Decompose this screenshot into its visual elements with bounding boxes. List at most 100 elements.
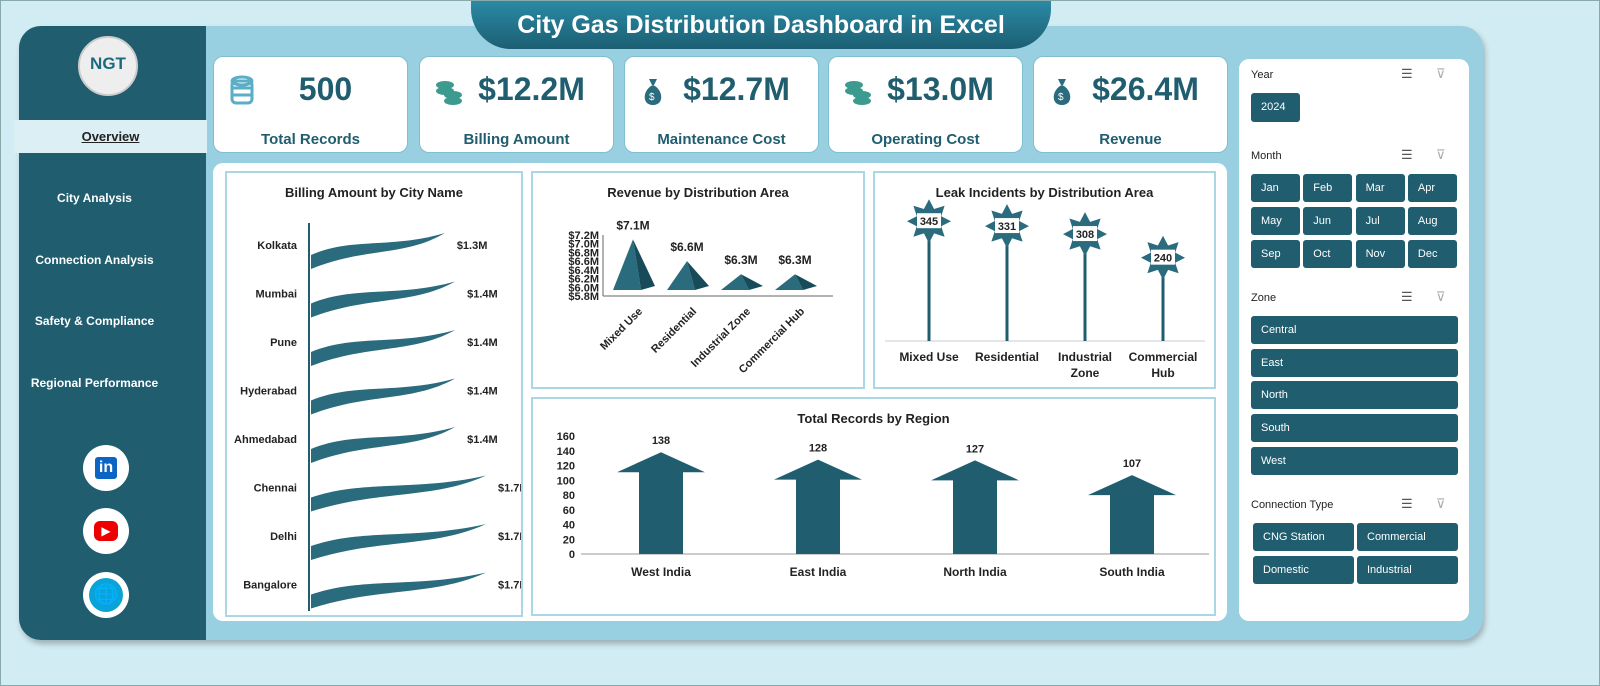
svg-text:$: $ [649,92,655,103]
category-label: Kolkata [257,240,298,252]
clear-filter-icon[interactable]: ⊽ [1436,147,1446,162]
clear-filter-icon[interactable]: ⊽ [1436,66,1446,81]
slicer-item-zone[interactable]: North [1251,381,1458,410]
data-label-bg [1151,249,1175,265]
kpi-label: Operating Cost [871,131,980,148]
youtube-button[interactable]: ▶ [83,508,129,554]
slicer-title-connection: Connection Type [1251,499,1334,511]
nav-city-analysis[interactable]: City Analysis [57,191,132,205]
multi-select-icon[interactable]: ☰ [1401,147,1413,162]
category-label: Hyderabad [240,386,297,398]
chart-revenue-by-area: Revenue by Distribution Area $5.8M $6.0M $… [531,171,865,389]
coins-icon [435,75,462,107]
pyramid [613,239,641,290]
money-bag-icon: $ [1049,75,1075,107]
y-tick-label: 20 [563,534,575,546]
category-label: South India [1099,565,1165,579]
data-label: $1.4M [467,289,498,301]
y-tick-label: 40 [563,520,575,532]
slicer-item-month[interactable]: Dec [1407,240,1457,268]
slicer-item-month[interactable]: May [1251,207,1300,235]
chart-title: Leak Incidents by Distribution Area [935,185,1154,200]
slicer-item-month[interactable]: Jun [1303,207,1353,235]
multi-select-icon[interactable]: ☰ [1401,496,1413,511]
nav-safety-compliance[interactable]: Safety & Compliance [34,314,155,328]
kpi-label: Revenue [1099,131,1162,148]
y-tick-label: $6.0M [568,282,599,294]
clear-filter-icon[interactable]: ⊽ [1436,289,1446,304]
y-tick-label: $7.2M [568,230,599,242]
slicer-item-zone[interactable]: South [1251,414,1458,443]
y-tick-label: 80 [563,490,575,502]
chart-title: Billing Amount by City Name [285,185,463,200]
slicer-item-month[interactable]: Jul [1355,207,1405,235]
arrow-bar [1088,475,1176,554]
data-label: 345 [920,216,938,228]
slicer-item-month[interactable]: Aug [1407,207,1457,235]
database-icon [229,75,255,107]
slicer-item-zone[interactable]: West [1251,446,1458,475]
globe-icon: 🌐 [89,578,123,612]
data-label: $1.4M [467,434,498,446]
pyramid-side [741,274,763,290]
arrow-bar [931,460,1019,554]
kpi-card-operating-cost: $13.0M Operating Cost [828,56,1023,153]
kpi-label: Maintenance Cost [657,131,786,148]
slicer-item-zone[interactable]: East [1251,348,1458,377]
data-label: 331 [998,221,1016,233]
chart-leak-incidents: Leak Incidents by Distribution Area 345 M… [873,171,1216,389]
category-label: East India [790,565,847,579]
slicer-item-month[interactable]: Jan [1251,174,1300,202]
y-tick-label: $6.8M [568,247,599,259]
data-label: $1.4M [467,386,498,398]
logo: NGT [78,36,138,96]
kpi-card-billing-amount: $12.2M Billing Amount [419,56,614,153]
multi-select-icon[interactable]: ☰ [1401,66,1413,81]
money-bag-icon: $ [640,75,666,107]
slicer-item-connection-type[interactable]: Domestic [1253,556,1354,584]
website-button[interactable]: 🌐 [83,572,129,618]
slicer-item-zone[interactable]: Central [1251,316,1458,344]
slicer-item-connection-type[interactable]: CNG Station [1253,523,1354,551]
nav-overview[interactable]: Overview [14,120,207,153]
data-label: 128 [809,443,827,455]
slicer-item-month[interactable]: Apr [1407,174,1457,202]
linkedin-button[interactable]: in [83,445,129,491]
slicer-item-month[interactable]: Sep [1251,240,1300,268]
nav-connection-analysis[interactable]: Connection Analysis [35,253,154,267]
y-tick-label: 140 [557,446,575,458]
kpi-card-total-records: 500 Total Records [213,56,408,153]
y-tick-label: 100 [557,475,575,487]
category-label: Residential [649,306,699,356]
slicer-item-connection-type[interactable]: Commercial [1357,523,1458,551]
slicer-item-month[interactable]: Nov [1355,240,1405,268]
kpi-value: $13.0M [887,71,994,107]
kpi-card-maintenance-cost: $ $12.7M Maintenance Cost [624,56,819,153]
category-label: Mixed Use [899,350,959,364]
svg-text:$: $ [1058,92,1064,103]
slicer-item-year[interactable]: 2024 [1251,93,1300,122]
category-label: Delhi [270,531,297,543]
chart-billing-by-city: Billing Amount by City Name Kolkata $1.3M… [225,171,523,617]
slicer-item-connection-type[interactable]: Industrial [1357,556,1458,584]
category-label: North India [943,565,1007,579]
bar [311,233,445,269]
category-label: Mixed Use [598,306,645,353]
slicer-item-month[interactable]: Feb [1303,174,1353,202]
y-tick-label: $7.0M [568,239,599,251]
slicer-item-month[interactable]: Mar [1355,174,1405,202]
y-tick-label: 60 [563,505,575,517]
slicer-item-month[interactable]: Oct [1303,240,1353,268]
bar [311,427,456,463]
pyramid [775,274,803,290]
page-title: City Gas Distribution Dashboard in Excel [471,1,1051,49]
pyramid-side [795,274,817,290]
kpi-value: $26.4M [1092,71,1199,107]
bar [311,475,486,512]
nav-regional-performance[interactable]: Regional Performance [30,376,159,390]
data-label: $6.3M [778,253,811,267]
multi-select-icon[interactable]: ☰ [1401,289,1413,304]
category-label: West India [631,565,691,579]
data-label: $6.3M [724,253,757,267]
clear-filter-icon[interactable]: ⊽ [1436,496,1446,511]
